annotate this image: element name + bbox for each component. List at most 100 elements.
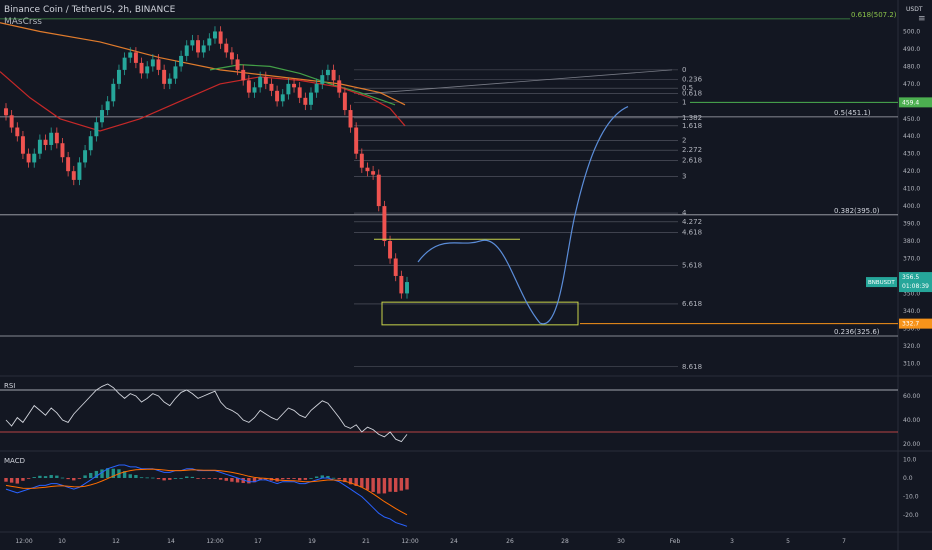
macd-histogram-bar bbox=[354, 478, 358, 486]
symbol-label-bg bbox=[866, 277, 897, 288]
macd-histogram-bar bbox=[105, 468, 110, 478]
time-tick-label: 30 bbox=[617, 538, 625, 545]
candle-body bbox=[303, 97, 308, 105]
macd-histogram-bar bbox=[49, 475, 53, 478]
macd-histogram-bar bbox=[371, 478, 375, 492]
candle-body bbox=[224, 43, 229, 53]
macd-histogram-bar bbox=[9, 478, 14, 483]
badge-332-text: 332.7 bbox=[902, 321, 919, 328]
fib-level-label: 4.272 bbox=[682, 218, 702, 226]
time-tick-label: 5 bbox=[786, 538, 790, 545]
badge-459-text: 459.4 bbox=[902, 99, 919, 106]
macd-histogram-bar bbox=[190, 476, 195, 478]
candle-body bbox=[342, 92, 347, 111]
macd-histogram-bar bbox=[224, 478, 228, 481]
macd-histogram-bar bbox=[297, 478, 302, 481]
candle-body bbox=[292, 83, 297, 88]
candle-body bbox=[388, 241, 393, 259]
price-tick-label: 350.0 bbox=[903, 290, 920, 297]
candle-body bbox=[331, 69, 336, 81]
time-tick-label: 26 bbox=[506, 538, 514, 545]
rsi-line bbox=[5, 383, 408, 443]
candle-body bbox=[88, 136, 93, 151]
price-tick-label: 410.0 bbox=[903, 186, 920, 193]
macd-histogram-bar bbox=[331, 477, 336, 479]
macd-histogram-bar bbox=[213, 478, 217, 479]
macd-tick-label: 0.0 bbox=[903, 475, 913, 482]
candle-body bbox=[365, 167, 370, 172]
macd-histogram-bar bbox=[21, 478, 25, 481]
macd-histogram-bar bbox=[55, 475, 59, 478]
fib-level-label: 2.618 bbox=[682, 157, 702, 165]
candle-body bbox=[371, 171, 376, 175]
candle-body bbox=[179, 55, 184, 67]
macd-histogram-bar bbox=[173, 478, 178, 479]
candle-body bbox=[399, 275, 404, 294]
candle-body bbox=[393, 258, 398, 276]
macd-histogram-bar bbox=[134, 475, 138, 478]
price-tick-label: 420.0 bbox=[903, 168, 920, 175]
candle-body bbox=[241, 69, 246, 81]
candle-body bbox=[263, 76, 268, 84]
price-tick-label: 400.0 bbox=[903, 203, 920, 210]
macd-histogram-bar bbox=[122, 471, 127, 478]
fib-level-label: 2.272 bbox=[682, 146, 702, 154]
price-tick-label: 390.0 bbox=[903, 221, 920, 228]
price-tick-label: 330.0 bbox=[903, 325, 920, 332]
price-tick-label: 380.0 bbox=[903, 238, 920, 245]
symbol-label-text: BNBUSDT bbox=[868, 280, 895, 286]
time-tick-label: 17 bbox=[254, 538, 262, 545]
candle-body bbox=[116, 69, 121, 84]
time-tick-label: 24 bbox=[450, 538, 458, 545]
macd-histogram-bar bbox=[314, 476, 319, 478]
macd-histogram-bar bbox=[43, 476, 48, 478]
candle-body bbox=[354, 127, 359, 154]
macd-histogram-bar bbox=[15, 478, 19, 484]
fib-level-label: 3 bbox=[682, 172, 686, 180]
candle-body bbox=[314, 83, 319, 93]
candle-body bbox=[212, 31, 217, 39]
macd-histogram-bar bbox=[320, 475, 324, 478]
macd-histogram-bar bbox=[168, 478, 172, 480]
macd-histogram-bar bbox=[94, 470, 99, 478]
candle-body bbox=[162, 69, 167, 84]
price-tick-label: 450.0 bbox=[903, 116, 920, 123]
badge-last-timer: 01:08:39 bbox=[902, 283, 929, 290]
macd-histogram-bar bbox=[201, 478, 206, 479]
macd-histogram-bar bbox=[247, 478, 251, 484]
candle-body bbox=[71, 171, 76, 180]
candle-body bbox=[54, 132, 59, 144]
price-tick-label: 310.0 bbox=[903, 360, 920, 367]
candle-body bbox=[4, 108, 8, 116]
macd-histogram-bar bbox=[337, 478, 341, 480]
macd-histogram-bar bbox=[399, 478, 404, 491]
macd-histogram-bar bbox=[326, 475, 330, 478]
chart-header: Binance Coin / TetherUS, 2h, BINANCE MAs… bbox=[4, 4, 175, 28]
candle-body bbox=[297, 87, 302, 98]
fib-level-label: 0.5 bbox=[682, 84, 693, 92]
ma-orange-line bbox=[0, 22, 406, 106]
rsi-tick-label: 60.00 bbox=[903, 393, 920, 400]
price-tick-label: 320.0 bbox=[903, 343, 920, 350]
candle-body bbox=[145, 66, 150, 74]
price-tick-label: 490.0 bbox=[903, 46, 920, 53]
candle-body bbox=[382, 206, 387, 242]
candle-body bbox=[105, 101, 110, 111]
macd-histogram-bar bbox=[83, 475, 87, 478]
candle-body bbox=[139, 62, 144, 74]
target-zone-box bbox=[381, 301, 579, 326]
macd-histogram-bar bbox=[241, 478, 245, 484]
macd-histogram-bar bbox=[218, 478, 223, 480]
macd-histogram-bar bbox=[230, 478, 234, 482]
candle-body bbox=[348, 110, 353, 128]
candle-body bbox=[184, 45, 189, 56]
indicator-label: MAsCrss bbox=[4, 17, 42, 27]
horizontal-level-label: 0.382(395.0) bbox=[834, 207, 880, 215]
candle-body bbox=[9, 115, 14, 128]
candle-body bbox=[275, 90, 280, 102]
price-tick-label: 430.0 bbox=[903, 151, 920, 158]
macd-histogram-bar bbox=[77, 478, 82, 479]
macd-title: MACD bbox=[4, 457, 25, 465]
macd-histogram-bar bbox=[388, 478, 392, 492]
